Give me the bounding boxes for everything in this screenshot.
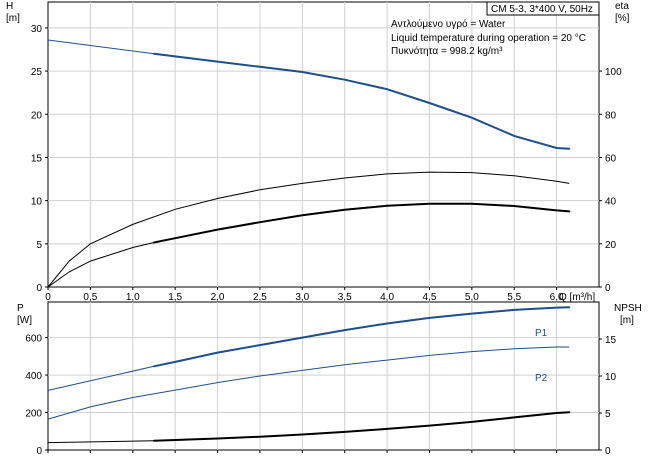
- x-tick-label: 1,5: [168, 292, 182, 303]
- y-left-tick-label: 0: [36, 446, 42, 457]
- x-tick-label: 4,5: [423, 292, 437, 303]
- note-temperature: Liquid temperature during operation = 20…: [391, 33, 586, 44]
- h-axis-unit: [m]: [6, 13, 20, 24]
- x-tick-label: 2,5: [253, 292, 267, 303]
- p-axis-unit: [W]: [17, 315, 32, 326]
- x-tick-label: 5,5: [507, 292, 521, 303]
- x-tick-label: 0,5: [83, 292, 97, 303]
- panel0-series2-line: [153, 202, 571, 244]
- x-tick-label: 6,0: [550, 292, 564, 303]
- y-left-tick-label: 200: [25, 409, 42, 420]
- panel0-series0-line: [153, 52, 571, 150]
- p1-line: [153, 306, 571, 368]
- x-tick-label: 1,0: [126, 292, 140, 303]
- note-liquid: Αντλούμενο υγρό = Water: [391, 18, 506, 30]
- top-series: [47, 39, 571, 288]
- tick-labels: 0 0,5 1,0 1,5 2,0 2,5 3,0 3,5 4,0 4,5 5,0 5,5 6,0 0 5 1…: [25, 24, 622, 457]
- npsh-axis-unit: [m]: [620, 315, 634, 326]
- h-axis-title: H: [6, 1, 13, 12]
- panel0-series0-extrapolated-line: [47, 39, 155, 55]
- x-tick-label: 4,0: [380, 292, 394, 303]
- x-tick-label: 3,5: [338, 292, 352, 303]
- y-right-tick-label: 100: [605, 67, 622, 78]
- top-grid: [45, 2, 602, 290]
- x-tick-label: 5,0: [465, 292, 479, 303]
- top-panel-frame: [47, 1, 600, 288]
- panel1-series2-extrapolated-line: [47, 440, 155, 444]
- y-left-tick-label: 15: [31, 153, 43, 164]
- y-left-tick-label: 10: [31, 197, 43, 208]
- p2-line: [47, 346, 570, 420]
- p1-series-label: P1: [535, 328, 548, 339]
- q-axis-title: Q [m³/h]: [559, 292, 595, 303]
- x-tick-label: 2,0: [211, 292, 225, 303]
- y-right-tick-label: 10: [605, 372, 617, 383]
- y-right-tick-label: 40: [605, 197, 617, 208]
- y-right-tick-label: 60: [605, 153, 617, 164]
- panel0-series2-extrapolated-line: [47, 242, 155, 288]
- model-label: CM 5-3, 3*400 V, 50Hz: [491, 4, 593, 15]
- y-left-tick-label: 5: [36, 240, 42, 251]
- eta-axis-title: eta: [615, 1, 629, 12]
- p2-series-label: P2: [535, 373, 548, 384]
- y-left-tick-label: 20: [31, 110, 43, 121]
- bottom-series: [47, 306, 571, 444]
- y-left-tick-label: 0: [36, 283, 42, 294]
- x-tick-label: 3,0: [295, 292, 309, 303]
- y-right-tick-label: 0: [605, 283, 611, 294]
- x-tick-label: 0: [45, 292, 51, 303]
- y-right-tick-label: 5: [605, 409, 611, 420]
- p1-extrapolated-line: [47, 365, 155, 391]
- eta-axis-unit: [%]: [615, 13, 630, 24]
- y-right-tick-label: 15: [605, 335, 617, 346]
- p-axis-title: P: [17, 303, 24, 314]
- panel1-series2-line: [153, 411, 571, 442]
- y-left-tick-label: 25: [31, 67, 43, 78]
- note-density: Πυκνότητα = 998.2 kg/m³: [391, 45, 503, 57]
- y-right-tick-label: 20: [605, 240, 617, 251]
- bottom-panel-frame: [47, 301, 600, 451]
- npsh-axis-title: NPSH: [614, 303, 642, 314]
- bottom-grid: [45, 302, 602, 453]
- y-right-tick-label: 0: [605, 446, 611, 457]
- y-left-tick-label: 30: [31, 24, 43, 35]
- model-box: [486, 1, 600, 16]
- panel0-series1-line: [47, 171, 570, 288]
- y-left-tick-label: 400: [25, 371, 42, 382]
- y-right-tick-label: 80: [605, 110, 617, 121]
- y-left-tick-label: 600: [25, 334, 42, 345]
